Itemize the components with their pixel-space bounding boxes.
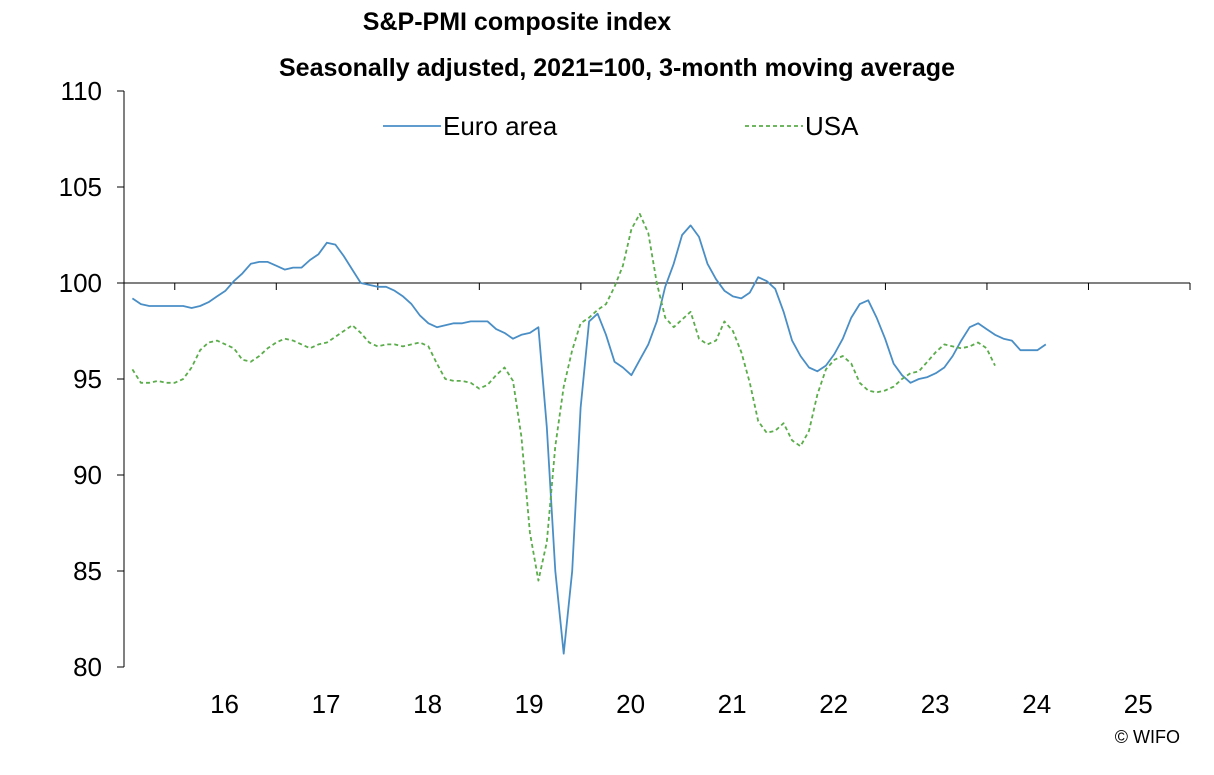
x-tick-label: 23 [921,689,950,719]
x-tick-label: 22 [819,689,848,719]
series-line-usa [131,212,996,582]
legend-label: USA [805,111,859,141]
x-tick-label: 19 [515,689,544,719]
x-tick-label: 16 [210,689,239,719]
y-tick-label: 95 [73,364,102,394]
x-tick-label: 20 [616,689,645,719]
x-tick-label: 17 [312,689,341,719]
chart-title: S&P-PMI composite index [362,8,672,36]
y-tick-label: 110 [61,76,102,106]
y-tick-label: 90 [73,460,102,490]
y-tick-label: 100 [59,268,102,298]
legend-label: Euro area [443,111,558,141]
y-tick-label: 105 [59,172,102,202]
x-tick-label: 24 [1022,689,1051,719]
legend: Euro area USA [383,111,859,141]
x-tick-label: 25 [1124,689,1153,719]
x-tick-label: 21 [718,689,747,719]
series-layer [131,212,1047,655]
axes: 80 85 90 95 100 105 110 16 17 18 19 20 21 22 23 24 25 [59,76,1191,719]
source-credit: © WIFO [1114,727,1180,747]
y-tick-label: 85 [73,556,102,586]
y-tick-label: 80 [73,652,102,682]
series-line-euro-area [131,224,1047,655]
chart-subtitle: Seasonally adjusted, 2021=100, 3-month m… [279,54,955,82]
x-tick-label: 18 [413,689,442,719]
